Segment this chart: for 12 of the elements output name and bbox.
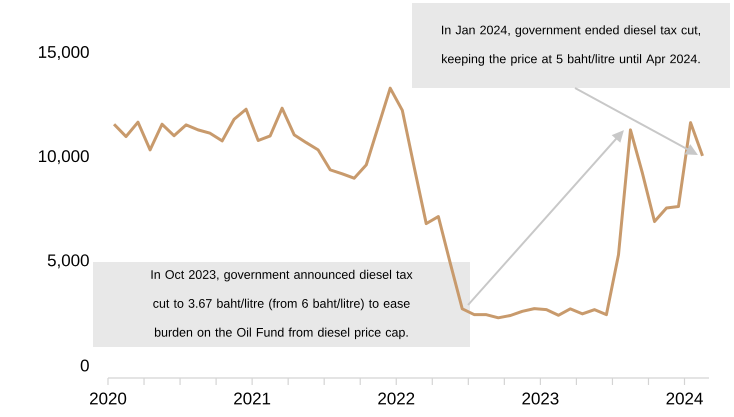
text: In Jan 2024, government ended diesel tax cut, keeping the price at 5 baht/litre until Apr 2024. [442,25,700,66]
x-tick-label: 2020 [90,392,126,405]
text: In Oct 2023, government announced diesel tax cut to 3.67 baht/litre (from 6 baht/litre) to ease burden on the Oil Fund from diesel price cap. [151,270,413,340]
line-series [112,86,704,320]
y-tick-label: 0 [80,360,89,372]
y-tick-label: 10,000 [38,150,89,164]
x-tick-label: 2023 [522,392,558,405]
x-tick-label: 2022 [378,392,414,405]
x-tick-label: 2021 [234,392,270,405]
y-tick-label: 5,000 [48,254,89,268]
y-tick-label: 15,000 [38,46,89,60]
x-tick-label: 2024 [666,392,703,405]
